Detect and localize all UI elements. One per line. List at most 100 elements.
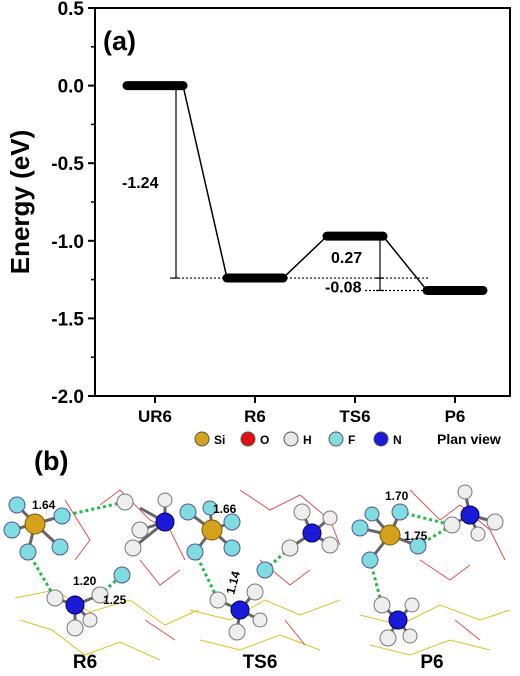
framework-line [99, 489, 186, 561]
legend-label: H [303, 433, 312, 447]
hydrogen-atom [293, 503, 311, 521]
hydrogen-atom [404, 597, 420, 613]
annotation-label: 0.27 [331, 250, 362, 267]
fluorine-atom [351, 519, 369, 537]
y-tick-label: -1.5 [51, 309, 84, 330]
hydrogen-atom [124, 539, 142, 557]
hydrogen-atom [379, 629, 397, 647]
hydrogen-atom [157, 492, 173, 508]
hydrogen-atom [252, 612, 268, 628]
legend-atom-h-icon [283, 431, 299, 447]
hydrogen-atom [443, 516, 461, 534]
legend-label: O [260, 433, 269, 447]
x-tick-label: UR6 [138, 407, 172, 426]
bond-distance-label: 1.70 [385, 489, 409, 503]
fluorine-atom [51, 538, 69, 556]
hydrogen-atom [246, 583, 264, 601]
hydrogen-atom [116, 493, 134, 511]
h-bond [26, 551, 57, 599]
structure-ts6: 1.66 1.14 TS6 [179, 489, 341, 673]
framework-line [419, 559, 471, 581]
hydrogen-atom [91, 586, 109, 604]
y-axis-title: Energy (eV) [5, 130, 35, 275]
hydrogen-atom [46, 589, 64, 607]
silicon-atom [24, 513, 46, 535]
nitrogen-atom [155, 512, 175, 532]
nitrogen-atom [388, 610, 408, 630]
fluorine-atom [3, 521, 21, 539]
bond-distance-label: 1.64 [32, 498, 56, 512]
hydrogen-atom [373, 596, 391, 614]
x-axis-ticks: UR6 R6 TS6 P6 [138, 396, 465, 426]
framework-line [409, 489, 506, 561]
x-tick-label: R6 [244, 407, 266, 426]
structure-name: P6 [420, 652, 443, 673]
nitrogen-atom [302, 523, 322, 543]
fluorine-atom [409, 537, 427, 555]
reference-lines [170, 277, 428, 292]
framework-line [284, 619, 306, 646]
hydrogen-atom [470, 526, 486, 542]
plan-view-label: Plan view [437, 431, 501, 447]
panel-a-label: (a) [103, 26, 136, 56]
annotation-label: -1.24 [122, 175, 159, 192]
hydrogen-atom [228, 623, 246, 641]
structure-p6: 1.70 1.75 P6 [351, 484, 511, 673]
framework-line [139, 559, 181, 586]
bond-distance-label: 1.66 [213, 502, 237, 516]
hydrogen-atom [486, 513, 504, 531]
structure-name: R6 [73, 652, 97, 673]
connector-lines [182, 85, 428, 291]
bond-distance-label: 1.14 [223, 569, 243, 595]
framework-line [64, 499, 91, 561]
connector-line [382, 235, 428, 291]
y-tick-label: -0.5 [51, 154, 84, 175]
annotation-label: -0.08 [325, 279, 362, 296]
y-tick-label: -2.0 [51, 387, 84, 408]
fluorine-atom [186, 543, 204, 561]
fluorine-atom [391, 503, 409, 521]
y-tick-label: 0.0 [58, 77, 84, 98]
framework-line [189, 599, 341, 621]
hydrogen-atom [457, 484, 473, 500]
framework-line [359, 604, 511, 626]
h-bond [61, 500, 126, 518]
hydrogen-atom [82, 612, 98, 628]
panel-a-energy-diagram: (a) Energy (eV) 0.5 0.0 -0.5 -1.0 -1.5 -2.0 U… [5, 0, 511, 426]
nitrogen-atom [65, 595, 85, 615]
legend-label: Si [214, 433, 225, 447]
fluorine-atom [19, 543, 37, 561]
fluorine-atom [202, 500, 218, 516]
fluorine-atom [364, 506, 380, 522]
panel-b-structures: (b) Si O H F N Plan view [3, 431, 511, 673]
fluorine-atom [361, 551, 379, 569]
connector-line [282, 235, 328, 279]
bond-distance-label: 1.20 [73, 574, 97, 588]
y-tick-label: 0.5 [58, 0, 85, 20]
panel-b-label: (b) [34, 446, 68, 476]
legend-atom-n-icon [373, 431, 389, 447]
framework-line [239, 489, 341, 546]
framework-line [144, 619, 176, 641]
bond-distance-label: 1.75 [404, 529, 428, 543]
legend-atom-o-icon [240, 431, 256, 447]
structure-name: TS6 [243, 652, 278, 673]
x-tick-label: TS6 [339, 407, 370, 426]
nitrogen-atom [230, 600, 250, 620]
legend-label: F [348, 433, 355, 447]
connector-line [182, 85, 228, 279]
framework-line [14, 589, 199, 626]
framework-line [369, 639, 491, 656]
hydrogen-atom [131, 521, 149, 539]
energy-levels [122, 81, 488, 295]
legend-label: N [393, 433, 402, 447]
fluorine-atom [113, 566, 131, 584]
fluorine-atom [223, 513, 241, 531]
hydrogen-atom [209, 591, 227, 609]
fluorine-atom [53, 507, 71, 525]
y-axis-ticks: 0.5 0.0 -0.5 -1.0 -1.5 -2.0 [51, 0, 95, 408]
h-bond [399, 510, 453, 527]
hydrogen-atom [322, 510, 338, 526]
silicon-atom [201, 519, 223, 541]
